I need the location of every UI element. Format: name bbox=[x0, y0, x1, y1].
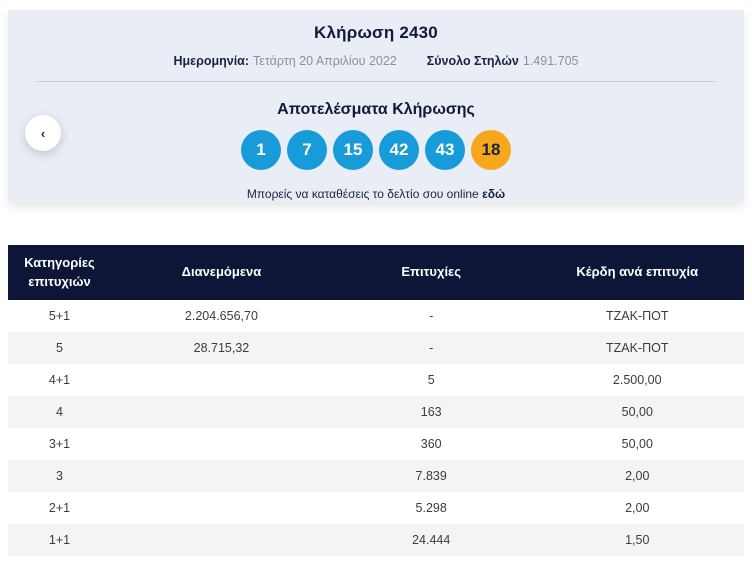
header-distributed: Διανεμόμενα bbox=[181, 264, 262, 280]
number-ball: 42 bbox=[379, 130, 419, 170]
prize-table: Κατηγορίες επιτυχιών Διανεμόμενα Επιτυχί… bbox=[8, 245, 744, 556]
number-ball: 7 bbox=[287, 130, 327, 170]
cell-winners: 7.839 bbox=[415, 469, 447, 483]
draw-meta: Ημερομηνία: Τετάρτη 20 Απριλίου 2022 Σύνο… bbox=[8, 54, 744, 68]
cell-prize: 2.500,00 bbox=[612, 373, 662, 387]
online-slip-link[interactable]: εδώ bbox=[482, 187, 506, 201]
cell-category: 5 bbox=[56, 341, 63, 355]
cell-category: 1+1 bbox=[48, 533, 71, 547]
header-prize: Κέρδη ανά επιτυχία bbox=[576, 264, 699, 280]
prize-table-body: 5+1 2.204.656,70 - ΤΖΑΚ-ΠΟΤ 5 28.715,32 … bbox=[8, 300, 744, 556]
online-slip-note-text: Μπορείς να καταθέσεις το δελτίο σου onli… bbox=[246, 187, 479, 201]
total-columns-value: 1.491.705 bbox=[522, 54, 579, 68]
table-row: 5 28.715,32 - ΤΖΑΚ-ΠΟΤ bbox=[8, 332, 744, 364]
prize-table-header: Κατηγορίες επιτυχιών Διανεμόμενα Επιτυχί… bbox=[8, 245, 744, 300]
drawn-numbers: 1 7 15 42 43 18 bbox=[8, 130, 744, 170]
chevron-left-icon: ‹ bbox=[40, 125, 46, 141]
cell-prize: ΤΖΑΚ-ΠΟΤ bbox=[606, 309, 669, 323]
cell-category: 4 bbox=[56, 405, 63, 419]
table-row: 2+1 5.298 2,00 bbox=[8, 492, 744, 524]
online-slip-note: Μπορείς να καταθέσεις το δελτίο σου onli… bbox=[8, 187, 744, 201]
cell-category: 5+1 bbox=[48, 309, 71, 323]
cell-winners: 24.444 bbox=[412, 533, 451, 547]
cell-prize: 50,00 bbox=[621, 437, 653, 451]
table-row: 4+1 5 2.500,00 bbox=[8, 364, 744, 396]
total-columns: Σύνολο Στηλών 1.491.705 bbox=[427, 54, 579, 68]
cell-prize: 2,00 bbox=[625, 501, 650, 515]
draw-title: Κλήρωση 2430 bbox=[314, 23, 438, 42]
table-row: 5+1 2.204.656,70 - ΤΖΑΚ-ΠΟΤ bbox=[8, 300, 744, 332]
number-ball: 1 bbox=[241, 130, 281, 170]
results-title: Αποτελέσματα Κλήρωσης bbox=[277, 101, 475, 118]
cell-winners: 163 bbox=[420, 405, 442, 419]
header-category: Κατηγορίες επιτυχιών bbox=[24, 255, 95, 289]
previous-draw-button[interactable]: ‹ bbox=[25, 115, 61, 151]
cell-distributed: 28.715,32 bbox=[193, 341, 250, 355]
cell-prize: 2,00 bbox=[625, 469, 650, 483]
number-ball: 43 bbox=[425, 130, 465, 170]
draw-date-value: Τετάρτη 20 Απριλίου 2022 bbox=[253, 54, 397, 68]
table-row: 3+1 360 50,00 bbox=[8, 428, 744, 460]
table-row: 3 7.839 2,00 bbox=[8, 460, 744, 492]
cell-prize: 1,50 bbox=[625, 533, 650, 547]
cell-winners: 360 bbox=[420, 437, 442, 451]
cell-winners: 5.298 bbox=[415, 501, 447, 515]
header-winners: Επιτυχίες bbox=[401, 264, 461, 280]
cell-category: 4+1 bbox=[48, 373, 71, 387]
bonus-number-ball: 18 bbox=[471, 130, 511, 170]
cell-winners: - bbox=[429, 341, 434, 355]
cell-winners: - bbox=[429, 309, 434, 323]
cell-category: 2+1 bbox=[48, 501, 71, 515]
cell-distributed: 2.204.656,70 bbox=[184, 309, 258, 323]
cell-prize: 50,00 bbox=[621, 405, 653, 419]
total-columns-label: Σύνολο Στηλών bbox=[426, 54, 519, 68]
draw-summary-panel: Κλήρωση 2430 Ημερομηνία: Τετάρτη 20 Απριλ… bbox=[8, 10, 744, 202]
number-ball: 15 bbox=[333, 130, 373, 170]
table-row: 1+1 24.444 1,50 bbox=[8, 524, 744, 556]
cell-prize: ΤΖΑΚ-ΠΟΤ bbox=[606, 341, 669, 355]
table-row: 4 163 50,00 bbox=[8, 396, 744, 428]
draw-date: Ημερομηνία: Τετάρτη 20 Απριλίου 2022 bbox=[174, 54, 397, 68]
cell-category: 3+1 bbox=[48, 437, 71, 451]
panel-divider bbox=[36, 81, 716, 82]
draw-date-label: Ημερομηνία: bbox=[173, 54, 250, 68]
cell-category: 3 bbox=[56, 469, 63, 483]
cell-winners: 5 bbox=[427, 373, 435, 387]
